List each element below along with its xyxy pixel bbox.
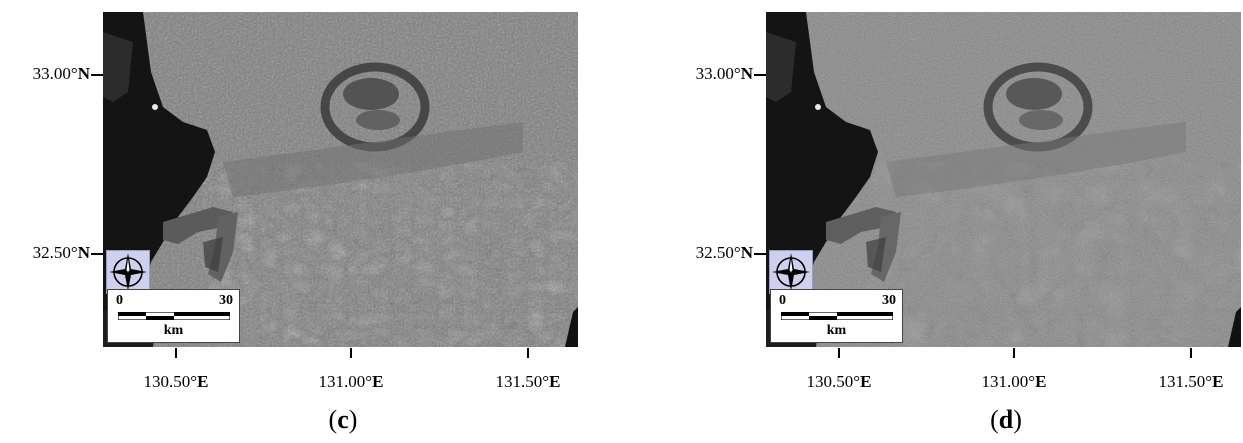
lon-tick xyxy=(1013,348,1015,358)
map-panel-d: 0 30 km 33.00°N 32.50°N 130.50°E 131.00°… xyxy=(663,0,1243,443)
lat-tick xyxy=(91,74,103,76)
lat-label-33: 33.00°N xyxy=(695,64,753,83)
lon-label-131-5: 131.50°E xyxy=(1158,372,1224,391)
scale-bar: 0 30 km xyxy=(770,289,903,343)
scale-start-label: 0 xyxy=(779,293,786,308)
lat-label-32-5: 32.50°N xyxy=(695,243,753,262)
scale-start-label: 0 xyxy=(116,293,123,308)
lon-label-130-5: 130.50°E xyxy=(806,372,872,391)
lon-tick xyxy=(838,348,840,358)
lon-tick xyxy=(527,348,529,358)
compass-rose-icon xyxy=(769,250,813,294)
lon-tick xyxy=(350,348,352,358)
lat-tick xyxy=(91,253,103,255)
panel-caption-c: (c) xyxy=(328,405,358,434)
lat-tick xyxy=(754,253,766,255)
lat-label-32-5: 32.50°N xyxy=(32,243,90,262)
terrain-image-c xyxy=(103,12,578,347)
sar-map-image-d: 0 30 km xyxy=(766,12,1241,347)
scale-bar: 0 30 km xyxy=(107,289,240,343)
scale-end-label: 30 xyxy=(882,293,896,308)
lon-label-131-5: 131.50°E xyxy=(495,372,561,391)
lon-tick xyxy=(1190,348,1192,358)
map-panel-c: 0 30 km 33.00°N 32.50°N 130.50°E 131.00°… xyxy=(0,0,600,443)
lon-label-130-5: 130.50°E xyxy=(143,372,209,391)
scale-bar-graphic xyxy=(118,312,230,320)
sar-map-image-c: 0 30 km xyxy=(103,12,578,347)
compass-rose-icon xyxy=(106,250,150,294)
lon-tick xyxy=(175,348,177,358)
lat-tick xyxy=(754,74,766,76)
lon-label-131: 131.00°E xyxy=(981,372,1047,391)
scale-unit-label: km xyxy=(826,323,847,338)
lat-label-33: 33.00°N xyxy=(32,64,90,83)
lon-label-131: 131.00°E xyxy=(318,372,384,391)
terrain-image-d xyxy=(766,12,1241,347)
scale-unit-label: km xyxy=(163,323,184,338)
panel-caption-d: (d) xyxy=(990,405,1022,434)
scale-bar-graphic xyxy=(781,312,893,320)
scale-end-label: 30 xyxy=(219,293,233,308)
